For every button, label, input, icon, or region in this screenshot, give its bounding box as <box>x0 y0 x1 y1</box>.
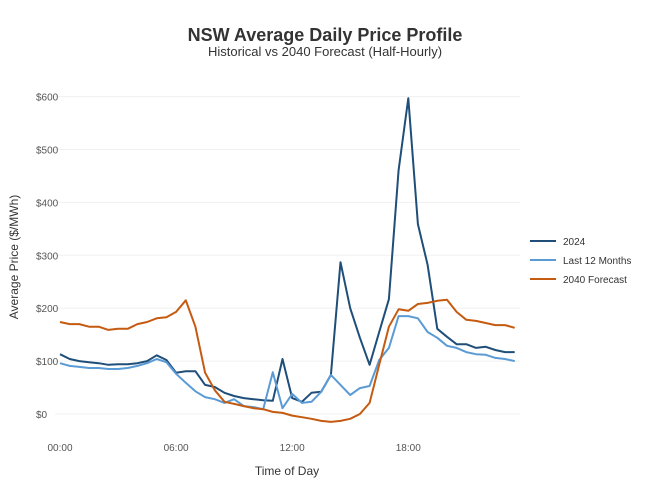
y-tick-label: $300 <box>36 251 59 262</box>
series-line-2040-forecast <box>59 298 515 423</box>
series-line-last-12-months <box>59 315 515 411</box>
x-tick-label: 06:00 <box>164 443 189 454</box>
legend-label: Last 12 Months <box>563 256 631 267</box>
x-tick-label: 12:00 <box>280 443 305 454</box>
x-tick-label: 18:00 <box>396 443 421 454</box>
series-line-2024 <box>59 97 515 403</box>
legend-label: 2024 <box>563 237 586 248</box>
x-tick-label: 00:00 <box>47 443 72 454</box>
y-tick-label: $500 <box>36 146 59 157</box>
y-tick-label: $400 <box>36 198 59 209</box>
y-axis-label: Average Price ($/MWh) <box>7 195 21 319</box>
y-tick-label: $0 <box>36 410 48 421</box>
y-tick-label: $100 <box>36 357 59 368</box>
legend: 2024 Last 12 Months 2040 Forecast <box>530 237 631 286</box>
y-tick-label: $200 <box>36 304 59 315</box>
legend-label: 2040 Forecast <box>563 275 627 286</box>
x-axis-label: Time of Day <box>255 464 319 478</box>
chart-subtitle: Historical vs 2040 Forecast (Half-Hourly… <box>208 44 442 59</box>
y-tick-label: $600 <box>36 93 59 104</box>
chart-title: NSW Average Daily Price Profile <box>188 25 463 45</box>
